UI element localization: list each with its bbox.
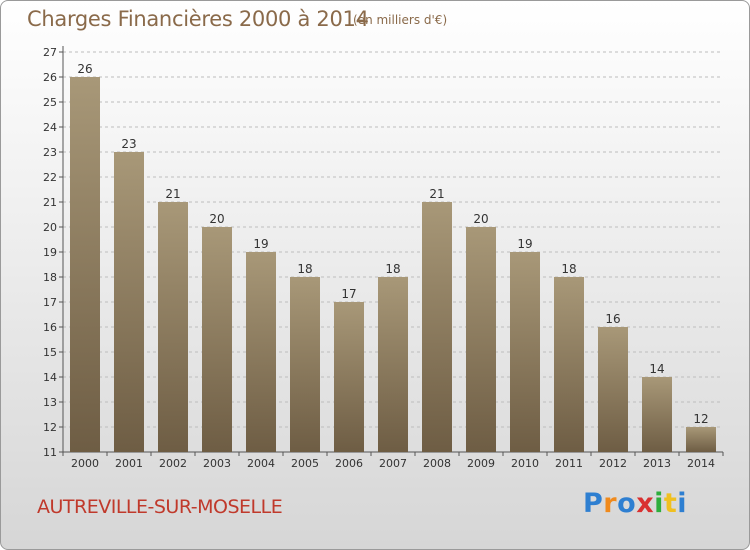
x-tick-label: 2010 [511, 457, 539, 470]
labels: 11 12 13 14 15 16 17 18 19 20 21 22 23 24 25 26 27 26 2000… [43, 46, 715, 470]
data-label: 21 [429, 187, 444, 201]
y-tick-label: 13 [43, 396, 57, 409]
chart-title: Charges Financières 2000 à 2014 [27, 7, 369, 31]
x-tick-label: 2001 [115, 457, 143, 470]
logo-letter: i [677, 488, 688, 519]
y-tick-label: 19 [43, 246, 57, 259]
data-label: 17 [341, 287, 356, 301]
y-tick-label: 25 [43, 96, 57, 109]
x-tick-label: 2013 [643, 457, 671, 470]
logo-letter: r [603, 488, 618, 519]
x-tick-label: 2005 [291, 457, 319, 470]
bar-2010 [510, 252, 540, 452]
data-label: 19 [253, 237, 268, 251]
data-label: 20 [473, 212, 488, 226]
y-tick-label: 26 [43, 71, 57, 84]
bar-2011 [554, 277, 584, 452]
data-label: 21 [165, 187, 180, 201]
y-tick-label: 27 [43, 46, 57, 59]
data-label: 23 [121, 137, 136, 151]
bar-2004 [246, 252, 276, 452]
logo-letter: x [636, 488, 655, 519]
commune-name: AUTREVILLE-SUR-MOSELLE [37, 496, 283, 518]
data-label: 18 [385, 262, 400, 276]
bar-2014 [686, 427, 716, 452]
y-tick-label: 21 [43, 196, 57, 209]
y-tick-label: 22 [43, 171, 57, 184]
x-tick-label: 2008 [423, 457, 451, 470]
data-label: 18 [297, 262, 312, 276]
data-label: 16 [605, 312, 620, 326]
chart-subtitle: (en milliers d'€) [353, 13, 448, 27]
bar-2006 [334, 302, 364, 452]
bar-2008 [422, 202, 452, 452]
data-label: 26 [77, 62, 92, 76]
logo-letter: P [583, 488, 604, 519]
bar-2013 [642, 377, 672, 452]
y-tick-label: 16 [43, 321, 57, 334]
x-tick-label: 2006 [335, 457, 363, 470]
bar-2005 [290, 277, 320, 452]
bar-2001 [114, 152, 144, 452]
data-label: 14 [649, 362, 664, 376]
x-tick-label: 2003 [203, 457, 231, 470]
y-tick-label: 11 [43, 446, 57, 459]
x-tick-label: 2002 [159, 457, 187, 470]
bar-2002 [158, 202, 188, 452]
x-tick-label: 2009 [467, 457, 495, 470]
x-tick-label: 2012 [599, 457, 627, 470]
x-tick-label: 2007 [379, 457, 407, 470]
y-tick-label: 12 [43, 421, 57, 434]
y-tick-label: 14 [43, 371, 57, 384]
y-tick-label: 15 [43, 346, 57, 359]
logo-letter: t [663, 488, 678, 519]
bar-2009 [466, 227, 496, 452]
proxiti-logo[interactable]: Proxiti [583, 488, 687, 519]
bars [70, 77, 716, 452]
y-tick-label: 17 [43, 296, 57, 309]
bar-2007 [378, 277, 408, 452]
bar-2000 [70, 77, 100, 452]
logo-letter: o [617, 488, 637, 519]
x-tick-label: 2000 [71, 457, 99, 470]
data-label: 19 [517, 237, 532, 251]
y-tick-label: 20 [43, 221, 57, 234]
logo-letter: i [654, 488, 664, 519]
x-tick-label: 2014 [687, 457, 715, 470]
y-tick-label: 18 [43, 271, 57, 284]
x-tick-label: 2004 [247, 457, 275, 470]
data-label: 18 [561, 262, 576, 276]
bar-2003 [202, 227, 232, 452]
x-tick-label: 2011 [555, 457, 583, 470]
y-tick-label: 23 [43, 146, 57, 159]
data-label: 12 [693, 412, 708, 426]
data-label: 20 [209, 212, 224, 226]
bar-2012 [598, 327, 628, 452]
y-tick-label: 24 [43, 121, 57, 134]
